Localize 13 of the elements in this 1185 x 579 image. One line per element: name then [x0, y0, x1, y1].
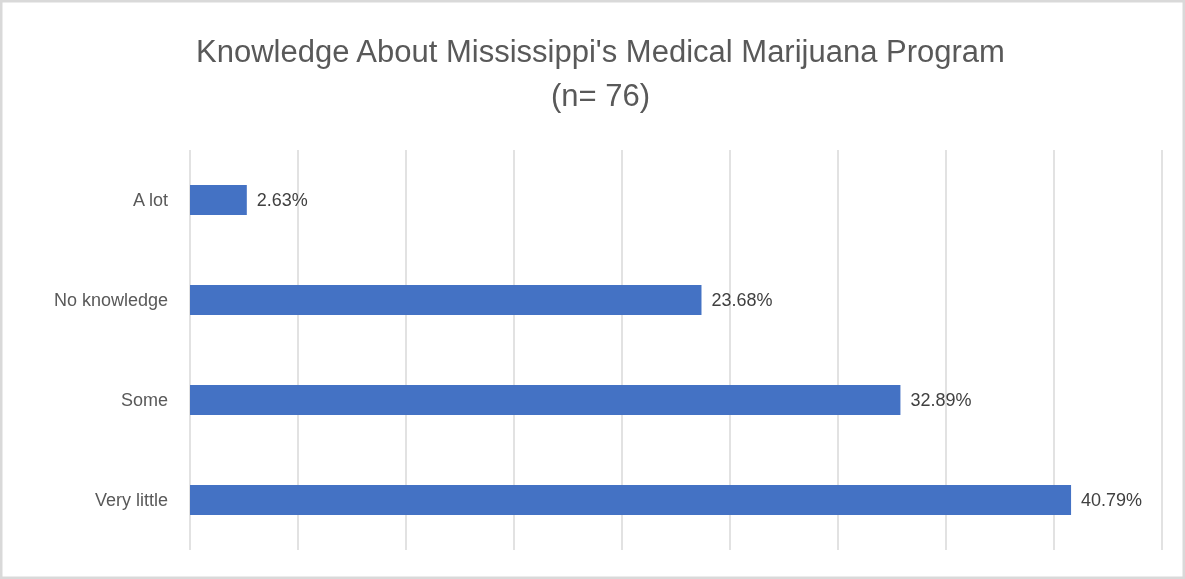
y-tick-label: No knowledge — [53, 290, 168, 310]
y-tick-label: Some — [120, 390, 168, 410]
bar — [190, 185, 247, 215]
y-tick-label: A lot — [132, 190, 168, 210]
data-label: 2.63% — [256, 190, 308, 210]
data-label: 40.79% — [1081, 490, 1143, 510]
bar — [190, 285, 702, 315]
bar — [190, 385, 901, 415]
data-label: 32.89% — [910, 390, 972, 410]
chart-title: Knowledge About Mississippi's Medical Marijuana Program (n= 76) — [196, 34, 1005, 113]
bar — [190, 485, 1072, 515]
y-tick-label: Very little — [94, 490, 168, 510]
data-label: 23.68% — [711, 290, 773, 310]
